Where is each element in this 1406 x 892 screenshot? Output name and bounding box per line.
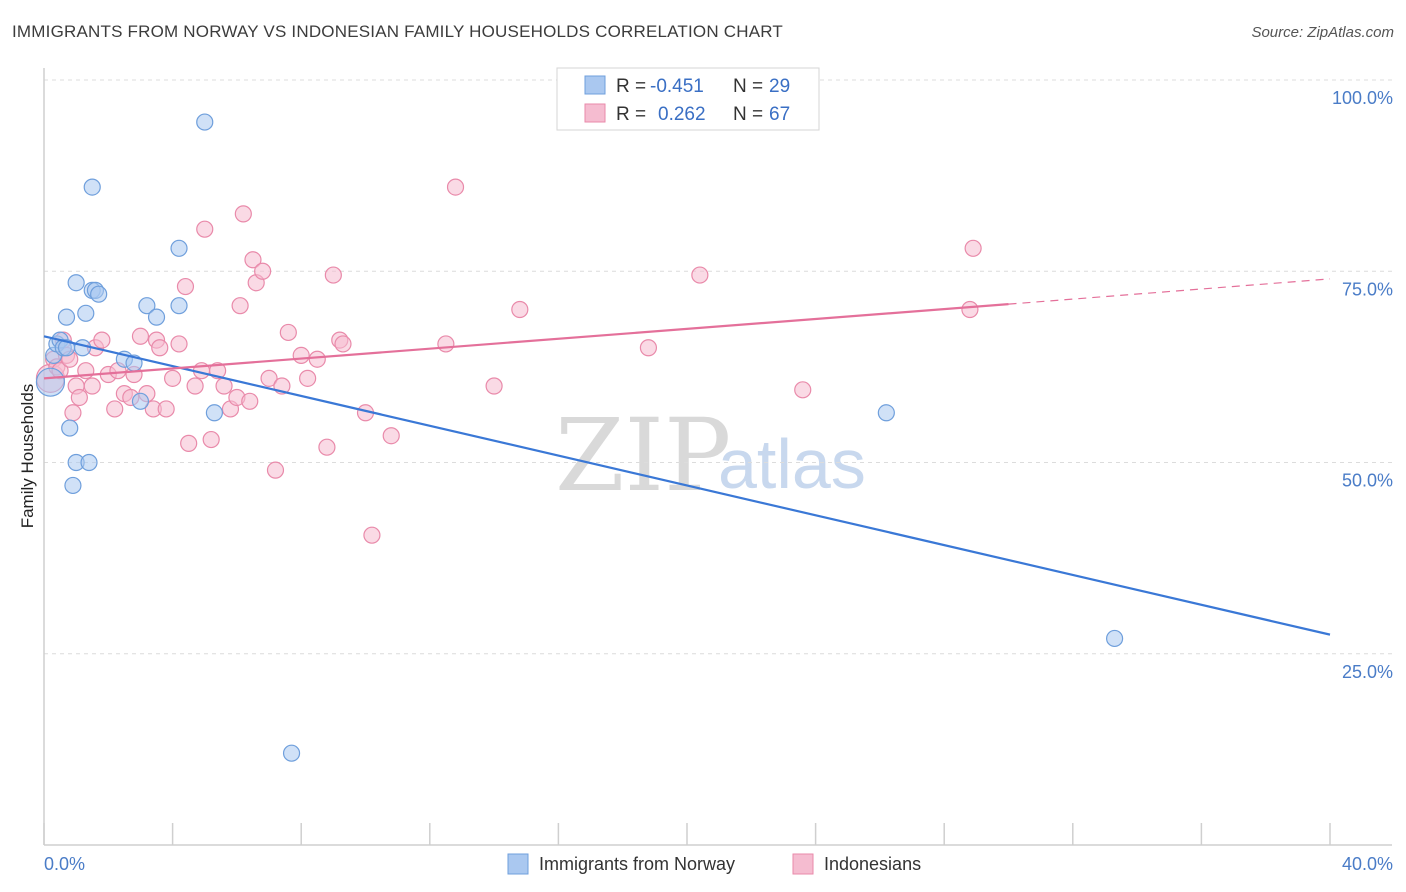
indonesians-point-38	[231, 297, 249, 315]
norway-point-7	[61, 419, 79, 437]
series-norway-points	[35, 113, 1124, 762]
chart-source: Source: ZipAtlas.com	[1251, 24, 1394, 41]
norway-point-15	[83, 178, 101, 196]
legend-box: R = -0.451 N = 29 R = 0.262 N = 67	[556, 67, 820, 131]
norway-point-27	[282, 744, 301, 762]
x-tick-label-max: 40.0%	[1342, 854, 1393, 874]
bottom-legend-label-blue: Immigrants from Norway	[539, 854, 735, 874]
indonesians-point-59	[446, 178, 465, 196]
norway-point-26	[205, 404, 223, 422]
legend-r-label-pink: R =	[616, 104, 646, 125]
indonesians-point-39	[234, 205, 252, 223]
indonesians-point-43	[254, 262, 272, 280]
norway-point-11	[73, 339, 92, 357]
indonesians-point-41	[244, 251, 262, 269]
indonesians-point-28	[176, 277, 195, 296]
indonesians-point-58	[437, 335, 455, 353]
indonesians-point-15	[106, 400, 124, 418]
watermark-atlas: atlas	[718, 425, 866, 503]
watermark-zip: ZIP	[555, 397, 731, 514]
norway-point-22	[147, 308, 166, 326]
indonesians-point-13	[93, 331, 111, 349]
indonesians-point-29	[180, 434, 198, 452]
indonesians-point-33	[202, 430, 220, 449]
y-tick-label-1: 75.0%	[1342, 279, 1393, 299]
norway-point-12	[77, 304, 95, 322]
indonesians-point-50	[308, 350, 326, 368]
indonesians-point-20	[131, 327, 150, 345]
y-tick-label-2: 50.0%	[1342, 471, 1393, 491]
indonesians-point-63	[691, 266, 709, 284]
chart-title: IMMIGRANTS FROM NORWAY VS INDONESIAN FAM…	[12, 22, 783, 41]
norway-point-13	[80, 453, 98, 472]
indonesians-point-61	[511, 300, 529, 319]
bottom-legend-swatch-pink	[792, 853, 814, 875]
indonesians-point-64	[794, 381, 812, 399]
series-indonesians-points	[35, 178, 982, 544]
indonesians-point-66	[964, 239, 982, 257]
indonesians-point-27	[170, 335, 188, 353]
bottom-legend-swatch-blue	[507, 853, 529, 875]
indonesians-point-26	[164, 369, 182, 387]
bottom-legend-label-pink: Indonesians	[824, 854, 921, 874]
y-tick-label-3: 25.0%	[1342, 662, 1393, 682]
indonesians-point-49	[299, 369, 317, 387]
norway-point-29	[1105, 629, 1124, 648]
indonesians-point-30	[186, 377, 204, 395]
x-tick-marks	[43, 823, 1331, 845]
legend-r-value-pink: 0.262	[658, 104, 706, 125]
legend-r-label-blue: R =	[616, 76, 646, 97]
indonesians-point-24	[151, 339, 169, 357]
norway-point-24	[170, 297, 188, 315]
legend-swatch-blue	[584, 75, 606, 95]
indonesians-point-54	[334, 335, 352, 353]
indonesians-point-57	[382, 427, 400, 445]
trend-lines	[43, 278, 1331, 636]
indonesians-point-11	[83, 377, 101, 395]
indonesians-point-44	[260, 369, 278, 387]
norway-point-23	[170, 239, 188, 257]
legend-n-label-blue: N =	[733, 76, 763, 97]
x-tick-label-min: 0.0%	[44, 854, 85, 874]
indonesians-point-7	[64, 404, 82, 422]
indonesians-point-52	[324, 266, 342, 284]
norway-point-8	[64, 476, 82, 495]
indonesians-point-40	[241, 392, 259, 410]
y-tick-labels: 100.0% 75.0% 50.0% 25.0%	[1332, 88, 1393, 682]
y-axis-label: Family Households	[18, 384, 37, 529]
legend-n-label-pink: N =	[733, 104, 763, 125]
indonesians-point-9	[70, 388, 88, 407]
y-tick-label-0: 100.0%	[1332, 88, 1393, 108]
legend-swatch-pink	[584, 103, 606, 123]
indonesians-point-62	[639, 339, 658, 357]
indonesians-point-47	[279, 323, 297, 342]
norway-point-0	[35, 367, 66, 397]
indonesians-point-32	[196, 220, 214, 238]
bottom-legend: Immigrants from Norway Indonesians	[507, 853, 921, 875]
indonesians-point-25	[157, 400, 175, 418]
indonesians-point-48	[292, 346, 310, 364]
legend-n-value-blue: 29	[769, 76, 790, 97]
indonesians-point-51	[318, 438, 336, 456]
axes	[43, 68, 1392, 846]
norway-point-28	[877, 404, 895, 422]
indonesians-point-60	[485, 377, 503, 395]
norway-point-10	[67, 274, 85, 292]
norway-trend-line	[43, 335, 1331, 636]
indonesians-point-45	[266, 461, 285, 479]
norway-point-5	[57, 308, 76, 326]
legend-r-value-blue: -0.451	[650, 76, 704, 97]
legend-n-value-pink: 67	[769, 104, 790, 125]
norway-point-21	[138, 297, 156, 315]
grid-lines	[44, 79, 1392, 655]
indonesians-point-56	[363, 526, 381, 544]
norway-point-25	[196, 113, 214, 131]
indonesians-trend-line-extension	[1008, 278, 1331, 305]
indonesians-point-65	[961, 300, 979, 319]
norway-point-20	[131, 392, 150, 410]
norway-point-17	[90, 285, 108, 303]
indonesians-trend-line	[43, 303, 1009, 380]
